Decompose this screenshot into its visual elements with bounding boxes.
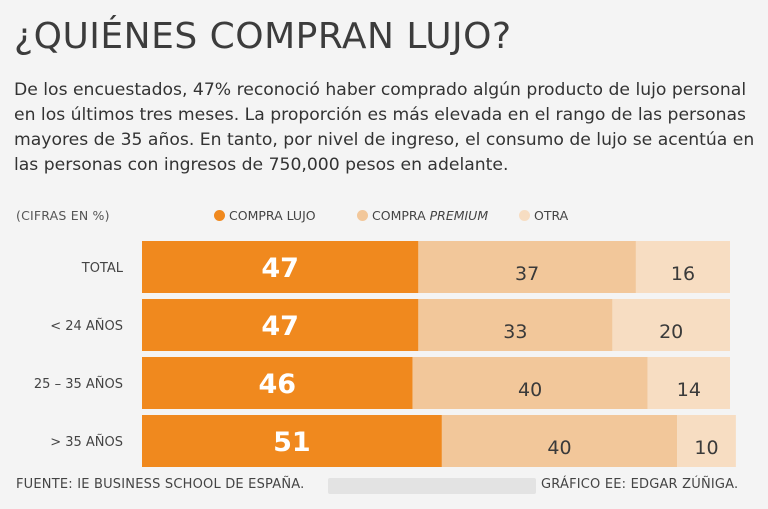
bar-compra-lujo [142, 241, 419, 293]
data-label-compra-lujo: 47 [261, 253, 299, 284]
category-label: > 35 AÑOS [50, 434, 123, 450]
legend-item-compra-premium: COMPRA PREMIUM [357, 208, 488, 223]
legend-item-otra: OTRA [519, 208, 568, 223]
footer-credit: GRÁFICO EE: EDGAR ZÚÑIGA. [541, 477, 739, 492]
data-label-compra-lujo: 51 [273, 427, 311, 458]
footer-source: FUENTE: IE BUSINESS SCHOOL DE ESPAÑA. [16, 477, 305, 492]
legend-item-compra-lujo: COMPRA LUJO [214, 208, 316, 223]
data-label-compra-premium: 40 [547, 437, 571, 459]
data-label-compra-premium: 37 [515, 263, 539, 285]
legend-label: COMPRA LUJO [229, 208, 316, 223]
category-label: TOTAL [81, 261, 124, 276]
bar-otra [612, 299, 730, 351]
legend-swatch [357, 210, 368, 221]
data-label-compra-lujo: 47 [261, 311, 299, 342]
bar-compra-premium [441, 415, 678, 467]
legend-label: COMPRA [372, 208, 430, 223]
data-label-otra: 14 [677, 379, 701, 401]
bar-compra-lujo [142, 415, 442, 467]
bar-otra [677, 415, 736, 467]
bar-otra [647, 357, 730, 409]
legend-swatch [519, 210, 530, 221]
data-label-otra: 20 [659, 321, 683, 343]
data-label-compra-premium: 33 [503, 321, 527, 343]
bar-compra-lujo [142, 357, 413, 409]
legend-label-italic: PREMIUM [429, 208, 489, 223]
bar-compra-premium [418, 299, 613, 351]
bar-compra-lujo [142, 299, 419, 351]
legend-label: OTRA [534, 208, 569, 223]
units-label: (CIFRAS EN %) [16, 208, 110, 223]
chart-description: De los encuestados, 47% reconoció haber … [14, 80, 755, 175]
data-label-otra: 16 [671, 263, 695, 285]
legend-swatch [214, 210, 225, 221]
category-label: 25 – 35 AÑOS [34, 376, 123, 392]
chart-title: ¿QUIÉNES COMPRAN LUJO? [14, 16, 512, 57]
bar-compra-premium [418, 241, 636, 293]
category-label: < 24 AÑOS [50, 318, 123, 334]
data-label-otra: 10 [694, 437, 718, 459]
data-label-compra-premium: 40 [518, 379, 542, 401]
bar-compra-premium [412, 357, 648, 409]
data-label-compra-lujo: 46 [258, 369, 296, 400]
bar-otra [635, 241, 730, 293]
redacted-region [328, 478, 536, 494]
